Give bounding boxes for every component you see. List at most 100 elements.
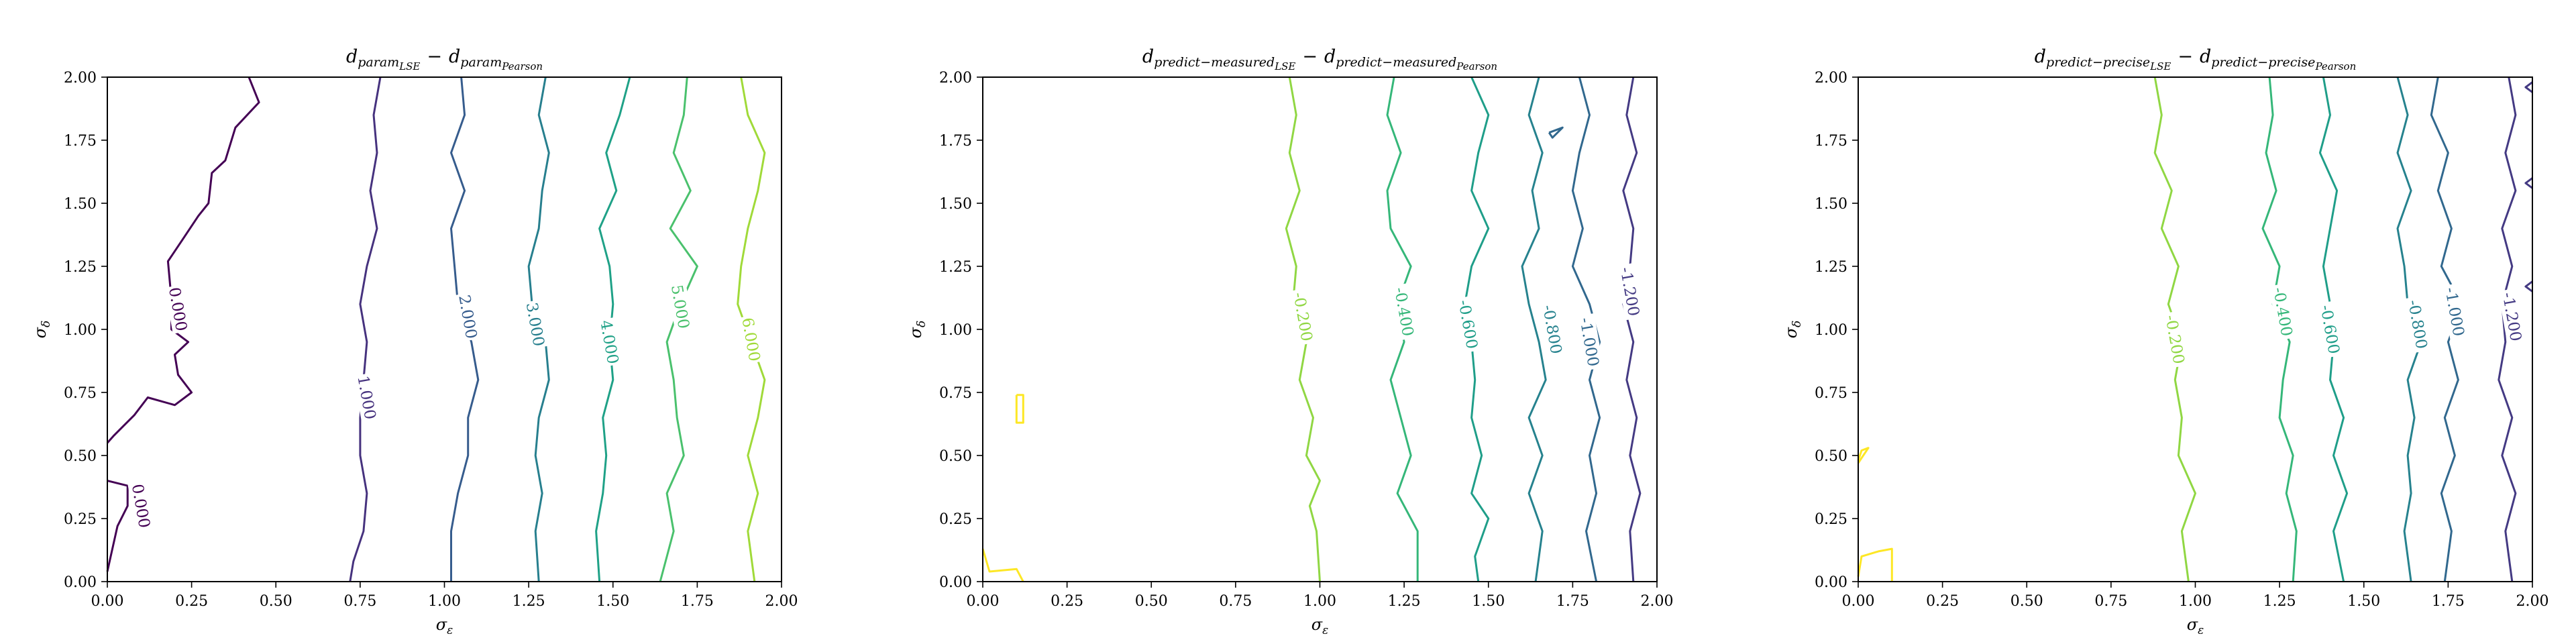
- x-tick-label: 1.25: [2263, 593, 2296, 610]
- y-tick-label: 1.00: [939, 322, 972, 339]
- x-tick-label: 1.50: [2347, 593, 2380, 610]
- x-tick-label: 0.25: [1051, 593, 1083, 610]
- x-tick-label: 1.00: [428, 593, 461, 610]
- y-axis-label: σδ: [906, 321, 928, 339]
- contour-label-gap: [522, 299, 549, 350]
- x-tick-label: 1.50: [596, 593, 629, 610]
- x-tick-label: 2.00: [765, 593, 798, 610]
- contour-panel-param: dparamLSE − dparamPearson σε σδ 0.00 0.25 0.…: [31, 46, 798, 637]
- contour-line: [981, 548, 1024, 582]
- y-tick-label: 1.25: [64, 259, 97, 276]
- contour-line: [1857, 547, 1893, 582]
- y-tick-label: 1.50: [939, 196, 972, 213]
- contour-label-gap: [1538, 301, 1567, 358]
- x-tick-label: 0.75: [1219, 593, 1252, 610]
- contour-label-gap: [2269, 282, 2298, 341]
- x-tick-label: 2.00: [2516, 593, 2549, 610]
- x-tick-label: 1.25: [513, 593, 545, 610]
- plot-frame: [107, 76, 782, 582]
- y-tick-label: 1.25: [939, 259, 972, 276]
- contour-label-gap: [127, 481, 155, 531]
- contour-line: [659, 76, 698, 582]
- y-tick-label: 1.75: [939, 133, 972, 150]
- y-tick-label: 0.50: [64, 448, 97, 465]
- x-tick-label: 1.25: [1388, 593, 1421, 610]
- y-tick-label: 1.00: [64, 322, 97, 339]
- x-tick-label: 0.25: [1926, 593, 1959, 610]
- contour-label-gap: [1615, 262, 1644, 321]
- contour-label: -0.200: [2161, 311, 2190, 368]
- contour-line: [106, 480, 129, 572]
- contour-label-gap: [2404, 295, 2432, 354]
- contour-label-gap: [2161, 311, 2190, 368]
- x-tick-label: 0.50: [2010, 593, 2043, 610]
- contour-label-gap: [1454, 295, 1483, 354]
- contour-line: [349, 76, 382, 582]
- contour-label-gap: [2440, 282, 2469, 341]
- panel-title: dpredict−preciseLSE − dpredict−precisePear…: [2035, 46, 2357, 72]
- contour-label-gap: [354, 372, 380, 423]
- y-tick-label: 0.25: [64, 511, 97, 528]
- x-tick-label: 1.50: [1472, 593, 1505, 610]
- y-tick-label: 0.75: [939, 385, 972, 402]
- y-tick-label: 0.00: [939, 574, 972, 591]
- contour-panel-predict-measured: dpredict−measuredLSE − dpredict−measuredPe…: [906, 46, 1673, 637]
- x-tick-label: 0.25: [175, 593, 208, 610]
- y-tick-label: 0.00: [64, 574, 97, 591]
- x-tick-label: 1.00: [1303, 593, 1336, 610]
- x-tick-label: 0.75: [343, 593, 376, 610]
- contour-line: [1622, 76, 1642, 582]
- x-tick-label: 0.50: [1135, 593, 1168, 610]
- contour-label-gap: [454, 292, 482, 342]
- contour-labels: -1.200-1.000-0.800-0.600-0.400-0.200: [2161, 282, 2526, 368]
- panel-title: dparamLSE − dparamPearson: [346, 46, 543, 72]
- x-tick-label: 1.75: [2432, 593, 2465, 610]
- contour-line: [1548, 126, 1564, 139]
- y-tick-label: 1.75: [64, 133, 97, 150]
- contour-label-gap: [1289, 288, 1318, 346]
- y-tick-label: 0.00: [1815, 574, 1847, 591]
- y-tick-label: 1.25: [1815, 259, 1847, 276]
- y-tick-label: 0.50: [1815, 448, 1847, 465]
- x-axis-label: σε: [1311, 615, 1329, 637]
- y-tick-label: 1.75: [1815, 133, 1847, 150]
- contour-label-gap: [1390, 282, 1419, 341]
- x-tick-label: 0.00: [967, 593, 1000, 610]
- y-tick-label: 2.00: [64, 70, 97, 87]
- contour-label-gap: [2316, 301, 2345, 358]
- x-tick-label: 0.00: [91, 593, 124, 610]
- contour-line: [1521, 76, 1547, 582]
- contour-line: [2524, 81, 2533, 93]
- contour-label-gap: [667, 282, 694, 332]
- y-tick-label: 2.00: [1815, 70, 1847, 87]
- contour-label-gap: [164, 284, 192, 334]
- contour-panel-predict-precise: dpredict−preciseLSE − dpredict−precisePear…: [1782, 46, 2548, 637]
- plot-frame: [1858, 76, 2533, 582]
- y-tick-label: 0.50: [939, 448, 972, 465]
- y-tick-label: 1.50: [1815, 196, 1847, 213]
- y-tick-label: 0.25: [1815, 511, 1847, 528]
- x-tick-label: 0.00: [1842, 593, 1875, 610]
- contour-label-gap: [2498, 288, 2526, 346]
- axis-ticks: 0.00 0.25 0.50 0.75 1.00 1.25 1.50 1.75 2.00 0.00…: [1815, 70, 2548, 610]
- x-tick-label: 1.75: [681, 593, 714, 610]
- y-tick-label: 0.75: [1815, 385, 1847, 402]
- axis-ticks: 0.00 0.25 0.50 0.75 1.00 1.25 1.50 1.75 2.00 0.00…: [64, 70, 798, 610]
- x-axis-label: σε: [2187, 615, 2204, 637]
- contour-line: [2524, 177, 2533, 189]
- x-tick-label: 1.75: [1556, 593, 1589, 610]
- y-axis-label: σδ: [1782, 321, 1804, 339]
- x-tick-label: 0.75: [2094, 593, 2127, 610]
- y-tick-label: 0.75: [64, 385, 97, 402]
- contour-label-gap: [1575, 313, 1604, 371]
- contour-line: [1857, 447, 1870, 464]
- contour-label-gap: [596, 317, 623, 367]
- axis-ticks: 0.00 0.25 0.50 0.75 1.00 1.25 1.50 1.75 2.00 0.00…: [939, 70, 1673, 610]
- x-tick-label: 0.50: [260, 593, 292, 610]
- contour-label: 5.000: [667, 282, 694, 332]
- y-tick-label: 1.50: [64, 196, 97, 213]
- x-tick-label: 1.00: [2179, 593, 2212, 610]
